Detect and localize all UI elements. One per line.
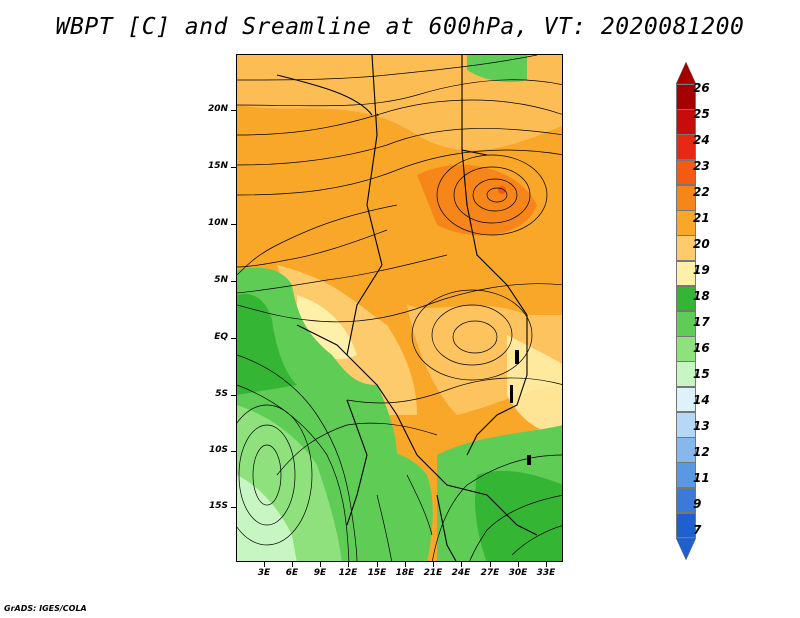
- colorbar-swatch: [676, 184, 696, 211]
- map-panel: [236, 54, 563, 562]
- colorbar-label: 15: [693, 367, 710, 381]
- lon-label: 27E: [480, 568, 500, 578]
- wbpt-region-pale-yellow-east: [507, 335, 562, 435]
- lon-label: 24E: [451, 568, 471, 578]
- colorbar-label: 14: [693, 393, 710, 407]
- colorbar-label: 22: [693, 185, 710, 199]
- colorbar-arrows: [675, 62, 697, 560]
- lakes: [510, 350, 531, 465]
- colorbar-swatch: [676, 411, 696, 438]
- wbpt-region-dark-green-west: [237, 293, 297, 395]
- wbpt-region-light-orange-north: [237, 55, 562, 151]
- colorbar-label: 24: [693, 133, 710, 147]
- lat-label: 10S: [208, 445, 228, 455]
- lon-label: 30E: [508, 568, 528, 578]
- colorbar-label: 21: [693, 211, 710, 225]
- wbpt-streamline-map: [237, 55, 562, 561]
- lat-label: 5S: [215, 389, 228, 399]
- lat-label: EQ: [214, 332, 228, 342]
- colorbar-label: 7: [693, 523, 702, 537]
- colorbar-swatch: [676, 512, 696, 539]
- lon-label: 33E: [536, 568, 556, 578]
- colorbar-label: 25: [693, 107, 710, 121]
- colorbar-swatch: [676, 285, 696, 312]
- lon-label: 21E: [423, 568, 443, 578]
- colorbar-legend: 26 25 24 23 22 21 20 19 18 17 16 15 14 1…: [667, 62, 717, 560]
- lat-label: 5N: [214, 275, 228, 285]
- colorbar-label: 9: [693, 497, 702, 511]
- lat-label: 15S: [208, 501, 228, 511]
- colorbar-label: 18: [693, 289, 710, 303]
- wbpt-region-dark-green-southeast: [475, 470, 562, 561]
- streamlines: [237, 55, 562, 561]
- wbpt-region-pale-green: [237, 475, 297, 561]
- colorbar-bottom-arrow: [675, 537, 697, 560]
- wbpt-region-green-south: [347, 450, 433, 561]
- lon-label: 6E: [285, 568, 299, 578]
- colorbar-label: 17: [693, 315, 710, 329]
- footer-credit: GrADS: IGES/COLA: [4, 604, 87, 613]
- colorbar-label: 12: [693, 445, 710, 459]
- lat-label: 15N: [207, 161, 228, 171]
- lon-label: 12E: [338, 568, 358, 578]
- colorbar-label: 20: [693, 237, 710, 251]
- lat-label: 20N: [207, 104, 228, 114]
- lon-label: 15E: [367, 568, 387, 578]
- lat-label: 10N: [207, 218, 228, 228]
- colorbar-label: 16: [693, 341, 710, 355]
- lon-label: 3E: [257, 568, 271, 578]
- country-borders: [276, 55, 538, 561]
- map-title: WBPT [C] and Sreamline at 600hPa, VT: 20…: [55, 14, 745, 40]
- colorbar-label: 26: [693, 81, 710, 95]
- colorbar-label: 11: [693, 471, 710, 485]
- lon-label: 18E: [395, 568, 415, 578]
- colorbar-label: 13: [693, 419, 710, 433]
- colorbar-label: 19: [693, 263, 710, 277]
- lon-label: 9E: [313, 568, 327, 578]
- wbpt-region-green-north: [467, 55, 527, 82]
- wbpt-hotspot: [498, 186, 506, 194]
- colorbar-label: 23: [693, 159, 710, 173]
